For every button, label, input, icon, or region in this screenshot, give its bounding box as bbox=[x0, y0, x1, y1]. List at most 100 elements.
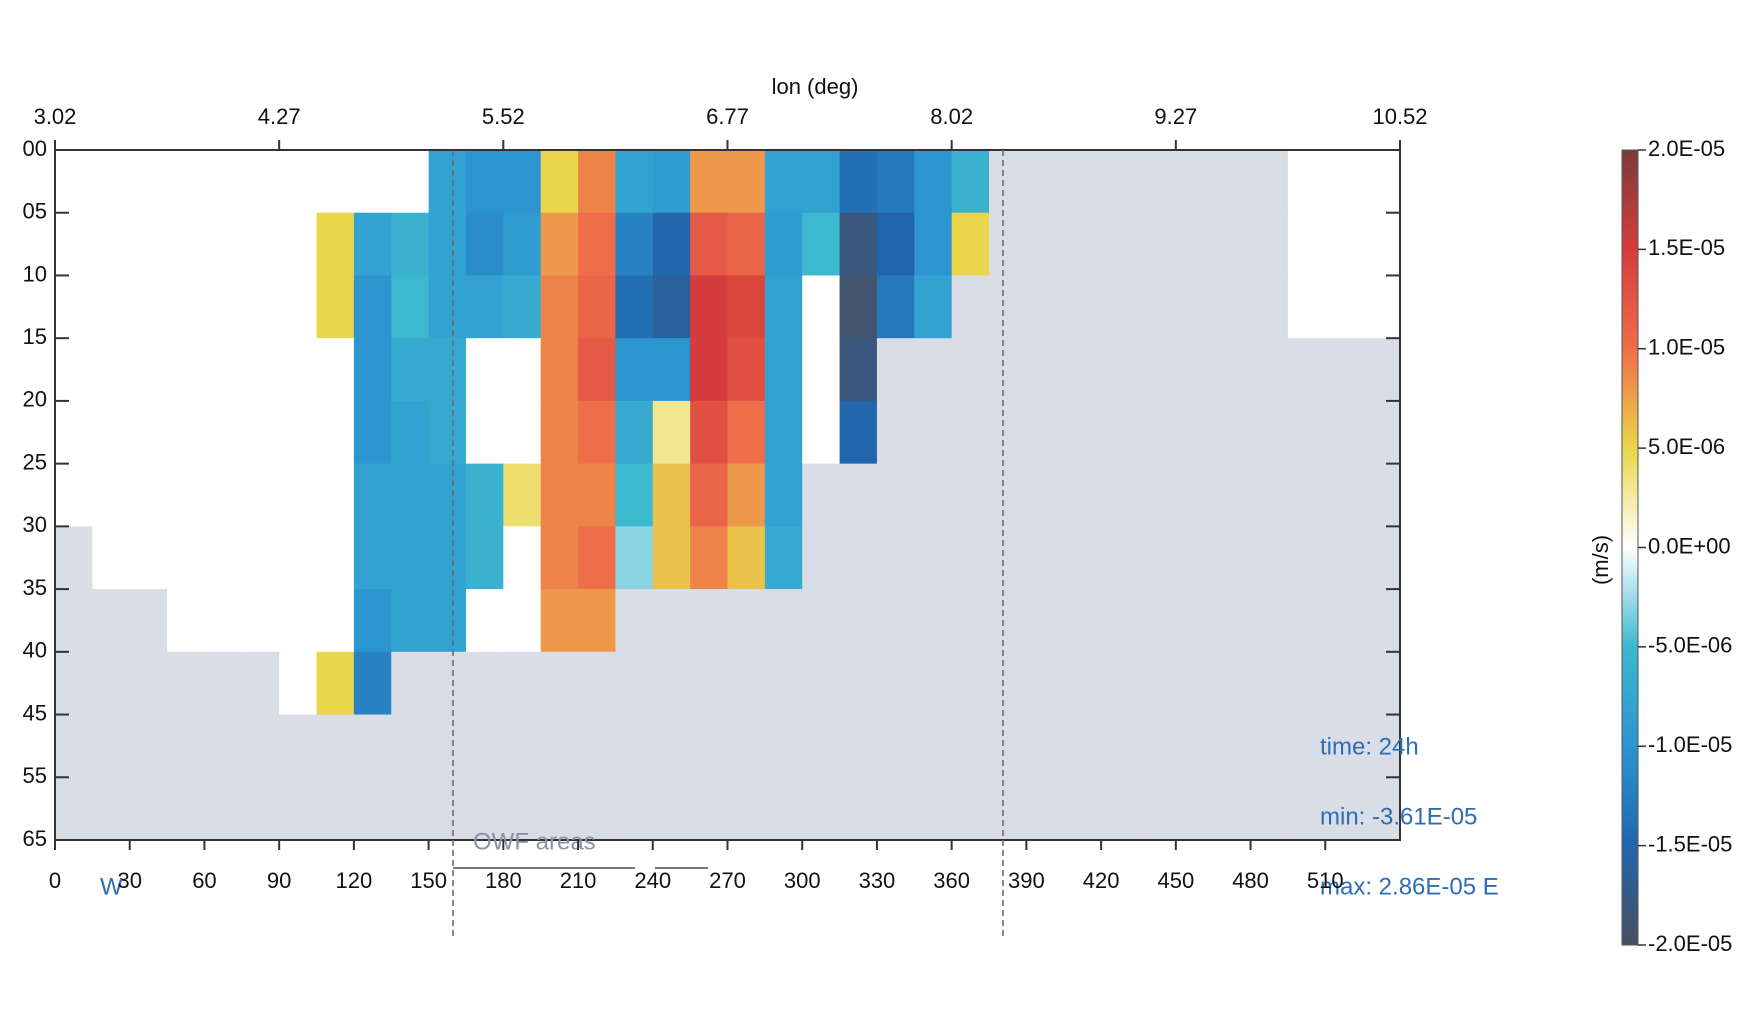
seabed bbox=[989, 275, 1027, 338]
seabed bbox=[92, 777, 130, 840]
seabed bbox=[1138, 715, 1176, 778]
seabed bbox=[1138, 464, 1176, 527]
seabed bbox=[690, 652, 728, 715]
seabed bbox=[802, 464, 840, 527]
cell bbox=[690, 526, 728, 589]
colorbar-tick-label: 2.0E-05 bbox=[1648, 136, 1725, 161]
cell bbox=[167, 213, 205, 276]
seabed bbox=[1101, 213, 1139, 276]
seabed bbox=[391, 777, 429, 840]
seabed bbox=[391, 652, 429, 715]
seabed bbox=[130, 589, 168, 652]
cell bbox=[317, 275, 355, 338]
seabed bbox=[728, 715, 766, 778]
x-tick-label: 300 bbox=[784, 868, 821, 893]
cell bbox=[578, 213, 616, 276]
max-label: max: 2.86E-05 E bbox=[1320, 873, 1499, 900]
cell bbox=[354, 275, 392, 338]
seabed bbox=[1325, 338, 1363, 401]
seabed bbox=[1325, 401, 1363, 464]
seabed bbox=[1101, 150, 1139, 213]
seabed bbox=[167, 715, 205, 778]
seabed bbox=[1251, 464, 1289, 527]
x-tick-label: 360 bbox=[933, 868, 970, 893]
cell bbox=[541, 526, 579, 589]
seabed bbox=[1064, 275, 1102, 338]
x-tick-label: 510 bbox=[1307, 868, 1344, 893]
cell bbox=[690, 150, 728, 213]
cell bbox=[354, 213, 392, 276]
cell bbox=[466, 275, 504, 338]
cell bbox=[541, 589, 579, 652]
seabed bbox=[1101, 589, 1139, 652]
cell bbox=[130, 150, 168, 213]
x-tick-label: 180 bbox=[485, 868, 522, 893]
seabed bbox=[914, 401, 952, 464]
cell bbox=[503, 213, 541, 276]
seabed bbox=[55, 652, 93, 715]
cell bbox=[55, 464, 93, 527]
cell bbox=[653, 464, 691, 527]
seabed bbox=[1176, 589, 1214, 652]
cell bbox=[279, 401, 317, 464]
seabed bbox=[1213, 777, 1251, 840]
seabed bbox=[1138, 213, 1176, 276]
seabed bbox=[690, 589, 728, 652]
cell bbox=[578, 150, 616, 213]
x2-tick-label: 8.02 bbox=[930, 104, 973, 129]
seabed bbox=[242, 777, 280, 840]
cell bbox=[615, 338, 653, 401]
cell bbox=[391, 213, 429, 276]
cell bbox=[653, 338, 691, 401]
seabed bbox=[1064, 464, 1102, 527]
cell bbox=[1363, 275, 1401, 338]
seabed bbox=[653, 777, 691, 840]
seabed bbox=[840, 526, 878, 589]
seabed bbox=[989, 715, 1027, 778]
cell bbox=[690, 401, 728, 464]
seabed bbox=[1176, 464, 1214, 527]
cell bbox=[1325, 275, 1363, 338]
seabed bbox=[1101, 464, 1139, 527]
cell bbox=[204, 526, 242, 589]
seabed bbox=[877, 589, 915, 652]
cell bbox=[130, 338, 168, 401]
cell bbox=[391, 589, 429, 652]
cell bbox=[429, 150, 467, 213]
seabed bbox=[242, 652, 280, 715]
cell bbox=[802, 401, 840, 464]
seabed bbox=[615, 652, 653, 715]
cell bbox=[429, 589, 467, 652]
seabed bbox=[690, 777, 728, 840]
cell bbox=[92, 464, 130, 527]
x2-tick-label: 10.52 bbox=[1372, 104, 1427, 129]
cell bbox=[503, 150, 541, 213]
cell bbox=[1288, 213, 1326, 276]
seabed bbox=[802, 589, 840, 652]
seabed bbox=[1325, 526, 1363, 589]
y-tick-label: 35 bbox=[23, 575, 47, 600]
cell bbox=[690, 275, 728, 338]
cell bbox=[242, 213, 280, 276]
cell bbox=[503, 526, 541, 589]
seabed bbox=[952, 275, 990, 338]
cell bbox=[167, 464, 205, 527]
seabed bbox=[354, 715, 392, 778]
cell bbox=[914, 275, 952, 338]
seabed bbox=[1064, 338, 1102, 401]
seabed bbox=[1064, 150, 1102, 213]
seabed bbox=[952, 589, 990, 652]
cell bbox=[279, 150, 317, 213]
seabed bbox=[204, 652, 242, 715]
x-tick-label: 0 bbox=[49, 868, 61, 893]
cell bbox=[765, 150, 803, 213]
cell bbox=[802, 150, 840, 213]
time-label: time: 24h bbox=[1320, 733, 1419, 760]
cell bbox=[204, 401, 242, 464]
seabed bbox=[354, 777, 392, 840]
seabed bbox=[728, 652, 766, 715]
seabed bbox=[130, 715, 168, 778]
seabed bbox=[877, 464, 915, 527]
cell bbox=[840, 275, 878, 338]
heatmap bbox=[55, 150, 1401, 841]
